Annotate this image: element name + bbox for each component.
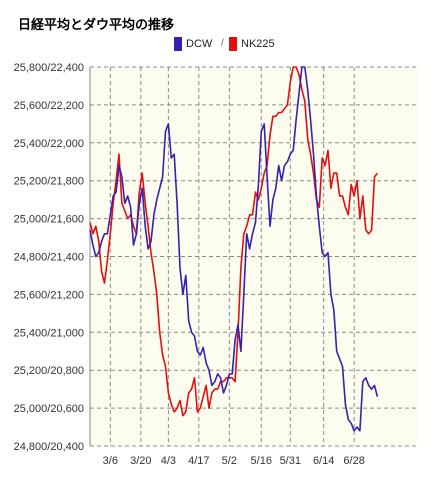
legend-separator: / [221,38,224,49]
y-tick-label: 25,400/22,000 [14,138,84,150]
x-tick-label: 5/2 [222,455,237,467]
y-tick-label: 25,800/22,400 [14,62,84,74]
x-tick-label: 5/16 [251,455,272,467]
legend-item-nk225: NK225 [229,37,275,51]
x-tick-label: 3/6 [103,455,118,467]
x-tick-label: 3/20 [130,455,151,467]
legend-swatch-nk225 [229,37,237,51]
series-layer [89,66,379,432]
y-tick-label: 25,600/21,200 [14,289,84,301]
x-tick-label: 6/14 [313,455,334,467]
y-tick-label: 25,600/22,200 [14,100,84,112]
x-tick-label: 6/28 [343,455,364,467]
y-tick-label: 25,400/21,000 [14,327,84,339]
x-tick-label: 4/17 [188,455,209,467]
series-line-dcw [89,66,379,432]
y-axis: 25,800/22,400 25,600/22,200 25,400/22,000 2… [14,62,91,453]
x-tick-label: 5/31 [280,455,301,467]
x-axis: 3/6 3/20 4/3 4/17 5/2 5/16 5/31 6/14 6/28 [103,455,365,467]
y-tick-label: 25,200/20,800 [14,365,84,377]
x-tick-label: 4/3 [161,455,176,467]
horizontal-gridlines [90,66,418,447]
legend-item-dcw: DCW [174,37,212,51]
legend-label-nk225: NK225 [241,38,275,50]
y-tick-label: 24,800/20,400 [14,441,84,453]
y-tick-label: 25,200/21,800 [14,176,84,188]
legend-swatch-dcw [174,37,182,51]
y-tick-label: 25,000/20,600 [14,403,84,415]
legend-label-dcw: DCW [186,38,213,50]
chart-title: 日経平均とダウ平均の推移 [18,18,175,33]
y-tick-label: 25,000/21,600 [14,214,84,226]
y-tick-label: 24,800/21,400 [14,252,84,264]
